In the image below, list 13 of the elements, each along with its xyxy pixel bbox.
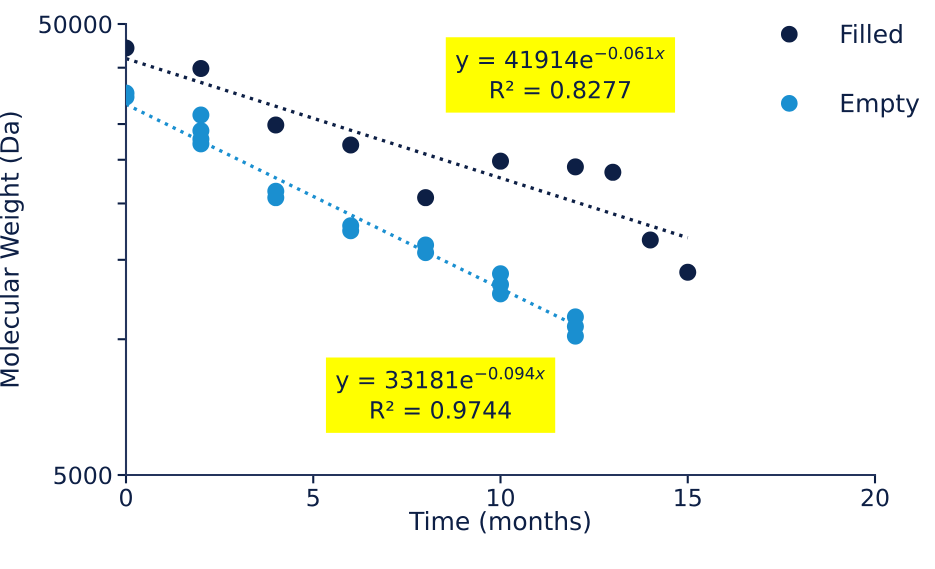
- x-tick-label: 10: [488, 488, 514, 506]
- x-tick-label: 5: [308, 488, 319, 506]
- x-axis-title: Time (months): [409, 511, 590, 534]
- text: y = 33181e$^{−0.094x}$ R² = 0.9744: [336, 366, 546, 419]
- x-tick-label: 15: [675, 488, 701, 506]
- legend-label: Filled: [842, 24, 902, 44]
- y-tick-label: 5000: [54, 466, 112, 484]
- x-tick-label: 0: [120, 488, 132, 506]
- y-axis-title: Molecular Weight (Da): [0, 112, 24, 386]
- legend-label: Empty: [842, 94, 920, 118]
- y-tick-label: 50000: [40, 15, 112, 34]
- x-tick-label: 20: [862, 488, 888, 506]
- text: y = 41914e$^{−0.061x}$ R² = 0.8277: [456, 46, 665, 99]
